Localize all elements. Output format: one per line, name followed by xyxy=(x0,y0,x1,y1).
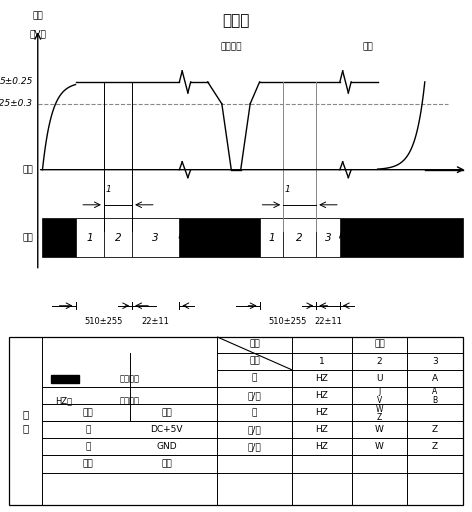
Text: 1: 1 xyxy=(268,233,275,243)
Text: Z: Z xyxy=(377,413,382,422)
Text: Z: Z xyxy=(432,425,438,434)
Text: 2: 2 xyxy=(296,233,303,243)
Text: 模式: 模式 xyxy=(22,233,33,242)
Text: GND: GND xyxy=(156,442,177,452)
Text: 紫/黑: 紫/黑 xyxy=(248,425,261,434)
Text: W: W xyxy=(376,404,383,414)
Text: A: A xyxy=(432,388,438,396)
Text: 1: 1 xyxy=(86,233,93,243)
Bar xyxy=(260,218,283,258)
Text: 无效区域: 无效区域 xyxy=(119,375,140,383)
Text: HZ: HZ xyxy=(315,391,328,400)
Text: 22±11: 22±11 xyxy=(142,317,170,326)
Text: 1: 1 xyxy=(285,185,291,194)
Text: 瞬间断电: 瞬间断电 xyxy=(220,42,242,51)
Text: 高阻输出: 高阻输出 xyxy=(119,396,140,405)
Bar xyxy=(104,218,132,258)
Text: 2: 2 xyxy=(377,356,382,366)
Text: （V）: （V） xyxy=(29,29,46,38)
Text: 黑: 黑 xyxy=(85,442,91,452)
Text: 1: 1 xyxy=(319,356,324,366)
Text: 1: 1 xyxy=(106,185,111,194)
Text: 黑: 黑 xyxy=(252,408,257,417)
Text: HZ: HZ xyxy=(315,442,328,452)
Text: 模式: 模式 xyxy=(374,339,385,349)
Text: HZ: HZ xyxy=(315,425,328,434)
Text: 屏蔽: 屏蔽 xyxy=(161,459,172,468)
Text: HZ：: HZ： xyxy=(56,396,73,405)
Bar xyxy=(51,375,79,383)
Text: 蓝: 蓝 xyxy=(252,374,257,383)
Text: 紫/黑: 紫/黑 xyxy=(248,442,261,452)
Bar xyxy=(316,218,340,258)
Text: 接
口: 接 口 xyxy=(22,409,29,433)
Bar xyxy=(132,218,179,258)
Bar xyxy=(42,218,463,258)
Bar xyxy=(76,218,104,258)
Text: 3: 3 xyxy=(152,233,159,243)
Text: B: B xyxy=(432,396,438,405)
Text: 时序图: 时序图 xyxy=(222,13,250,28)
Text: 功能: 功能 xyxy=(161,408,172,417)
Text: HZ: HZ xyxy=(315,374,328,383)
Text: 颜色: 颜色 xyxy=(83,408,93,417)
Text: HZ: HZ xyxy=(315,408,328,417)
Text: DC+5V: DC+5V xyxy=(151,425,183,434)
Text: 3: 3 xyxy=(432,356,438,366)
Text: 红: 红 xyxy=(85,425,91,434)
Text: 510±255: 510±255 xyxy=(269,317,307,326)
Text: W: W xyxy=(375,442,384,452)
Text: 510±255: 510±255 xyxy=(84,317,123,326)
Text: 功能: 功能 xyxy=(249,339,260,349)
Text: 22±11: 22±11 xyxy=(314,317,342,326)
Text: J: J xyxy=(378,388,380,396)
Text: U: U xyxy=(376,374,383,383)
Text: V: V xyxy=(377,396,382,405)
Text: Z: Z xyxy=(432,442,438,452)
Text: 绿/黑: 绿/黑 xyxy=(248,391,261,400)
Text: A: A xyxy=(432,374,438,383)
Text: 上电: 上电 xyxy=(22,165,33,174)
Bar xyxy=(283,218,316,258)
Text: 3: 3 xyxy=(325,233,331,243)
Text: W: W xyxy=(375,425,384,434)
Text: 2: 2 xyxy=(115,233,121,243)
Text: 断电: 断电 xyxy=(363,42,373,51)
Text: 颜色: 颜色 xyxy=(249,356,260,366)
Text: 电压: 电压 xyxy=(33,11,43,20)
Text: 屏蔽: 屏蔽 xyxy=(83,459,93,468)
Text: 5±0.25: 5±0.25 xyxy=(0,77,33,87)
Text: 4.25±0.3: 4.25±0.3 xyxy=(0,99,33,109)
